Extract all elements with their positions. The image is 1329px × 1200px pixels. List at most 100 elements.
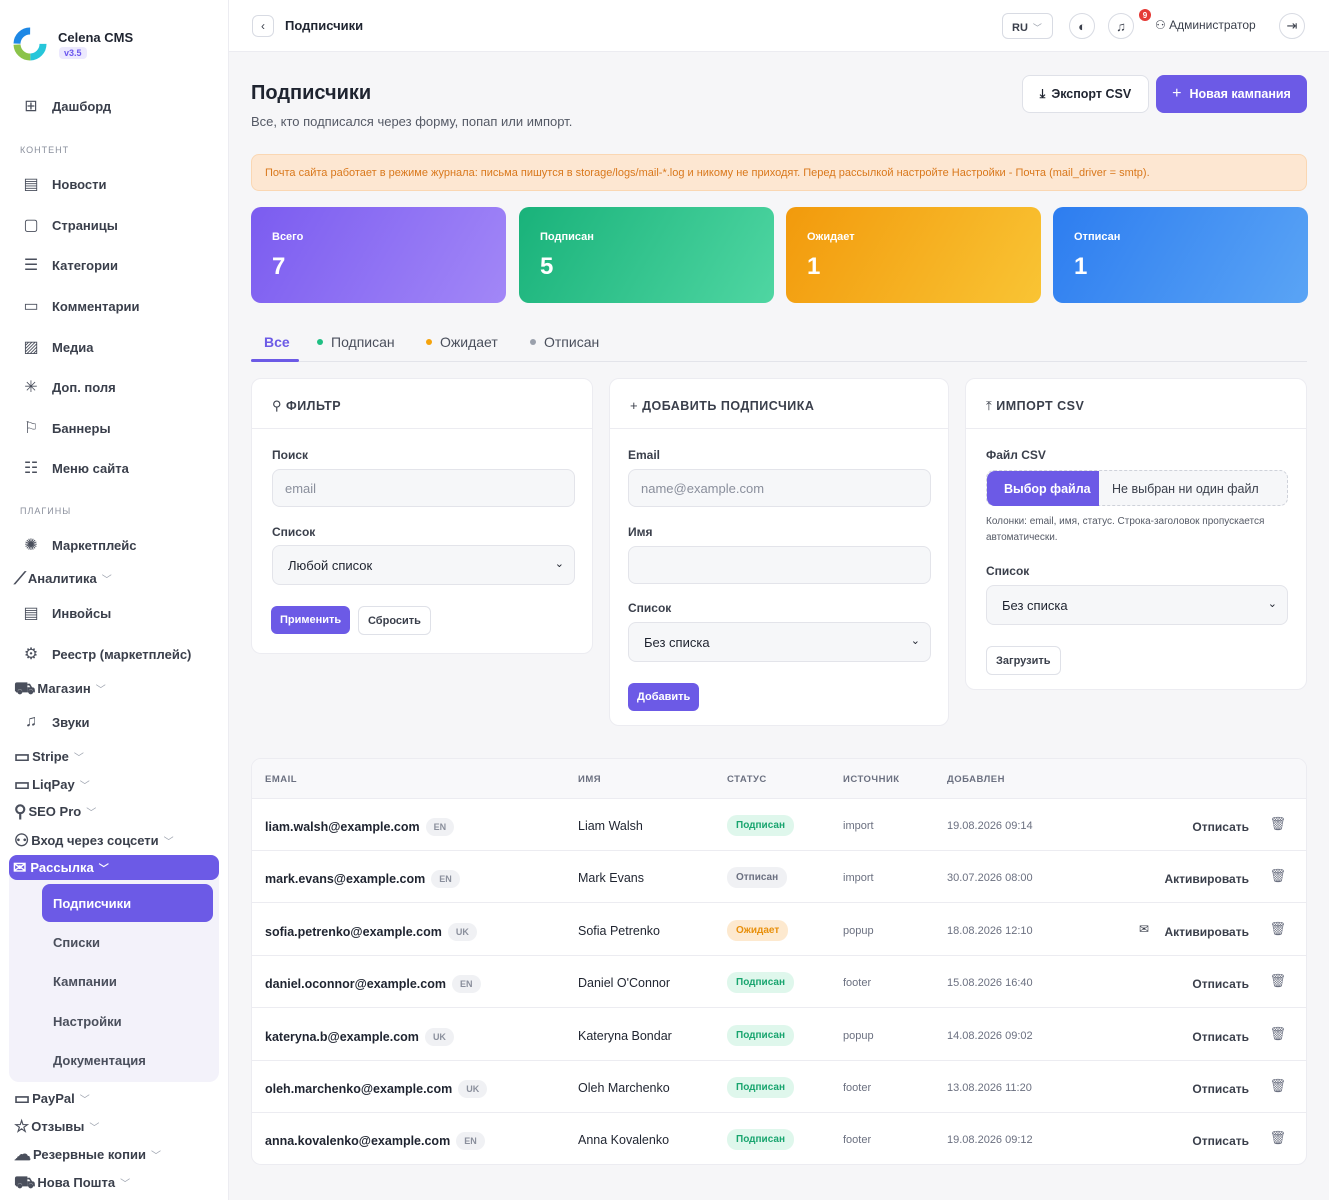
invoice-icon: ▤ [23, 605, 39, 622]
breadcrumb: Подписчики [285, 18, 364, 33]
apply-button[interactable]: Применить [271, 606, 351, 634]
row-action-button[interactable]: Активировать [1164, 924, 1250, 939]
row-action-button[interactable]: Отписать [1192, 1029, 1249, 1044]
import-hint: Колонки: email, имя, статус. Строка-заго… [986, 516, 1265, 543]
logout-button[interactable]: ⇥ [1279, 13, 1305, 39]
sidebar-item-sounds[interactable]: ♫ Звуки [0, 713, 229, 731]
resend-mail-icon[interactable]: ✉ [1138, 921, 1149, 936]
trash-icon[interactable]: 🗑 [1269, 1130, 1286, 1146]
sidebar-item-invoices[interactable]: ▤ Инвойсы [0, 604, 229, 622]
sidebar-item-marketplace[interactable]: ✺ Маркетплейс [0, 536, 229, 554]
row-action-button[interactable]: Отписать [1192, 977, 1249, 992]
active-tab-indicator [251, 359, 299, 362]
sidebar-item-label: Дашборд [52, 98, 112, 114]
trash-icon[interactable]: 🗑 [1269, 973, 1286, 989]
sidebar-item-registry[interactable]: ⚙ Реестр (маркетплейс) [0, 645, 229, 663]
trash-icon[interactable]: 🗑 [1269, 1078, 1286, 1093]
email-label: Email [628, 448, 661, 462]
list-label: Список [986, 564, 1030, 578]
flag-icon: ⚐ [23, 420, 39, 437]
submenu-item-campaigns[interactable]: Кампании [53, 974, 117, 989]
row-action-button[interactable]: Отписать [1192, 1082, 1249, 1096]
upload-button[interactable]: Загрузить [986, 646, 1061, 675]
row-action-button[interactable]: Отписать [1192, 820, 1249, 834]
list-label: Список [628, 601, 672, 615]
source-cell: footer [843, 1082, 872, 1094]
sidebar-item-banners[interactable]: ⚐ Баннеры [0, 419, 229, 437]
sidebar-item-shop[interactable]: ⛟ Магазин ﹀ [14, 680, 106, 697]
sidebar-item-label: Реестр (маркетплейс) [52, 646, 192, 662]
sidebar-item-paypal[interactable]: ▭ PayPal ﹀ [14, 1090, 90, 1107]
list-select[interactable]: Без списка ⌄ [986, 585, 1288, 625]
notifications-button[interactable]: ♫ [1108, 13, 1134, 39]
submenu-item-docs[interactable]: Документация [53, 1053, 146, 1068]
tab-pending[interactable]: Ожидает [426, 334, 498, 350]
stat-card-subscribed: Подписан 5 [519, 207, 774, 303]
sidebar-item-mailing[interactable]: ✉ Рассылка ﹀ [9, 855, 219, 880]
choose-file-button[interactable]: Выбор файла [987, 471, 1099, 506]
sidebar-item-news[interactable]: ▤ Новости [0, 175, 229, 193]
sidebar-item-pages[interactable]: ▢ Страницы [0, 216, 229, 234]
sidebar-item-analytics[interactable]: ⟋ Аналитика ﹀ [14, 570, 112, 587]
language-select[interactable]: RU ﹀ [1002, 13, 1053, 39]
email-cell: kateryna.b@example.com UK [265, 1027, 454, 1046]
reset-button[interactable]: Сбросить [358, 606, 431, 635]
trash-icon[interactable]: 🗑 [1269, 816, 1286, 831]
table-header: EMAIL ИМЯ СТАТУС ИСТОЧНИК ДОБАВЛЕН [252, 759, 1306, 799]
sidebar-item-label: Новости [52, 176, 107, 192]
language-badge: UK [458, 1080, 488, 1098]
tab-subscribed[interactable]: Подписан [317, 334, 395, 350]
theme-toggle-button[interactable]: ◐ [1069, 13, 1095, 39]
sidebar-item-label: Аналитика [27, 571, 97, 586]
user-menu[interactable]: ⚇ Администратор [1155, 18, 1256, 32]
trash-icon[interactable]: 🗑 [1269, 868, 1286, 884]
row-action-button[interactable]: Активировать [1164, 872, 1250, 887]
sidebar-item-menu[interactable]: ☷ Меню сайта [0, 459, 229, 477]
sidebar-item-label: PayPal [32, 1091, 75, 1106]
submenu-item-subscribers[interactable]: Подписчики [42, 884, 213, 922]
sidebar-item-categories[interactable]: ☰ Категории [0, 256, 229, 274]
filter-card: ⚲ ФИЛЬТР Поиск email Список Любой список ⌄… [251, 378, 593, 654]
star-icon: ☆ [14, 1117, 30, 1136]
trash-icon[interactable]: 🗑 [1269, 920, 1286, 936]
sidebar-item-fields[interactable]: ✳ Доп. поля [0, 378, 229, 396]
subscriber-name: Oleh Marchenko [578, 1081, 670, 1095]
new-campaign-button[interactable]: + Новая кампания [1156, 75, 1307, 113]
list-select[interactable]: Без списка ⌄ [628, 622, 931, 662]
table-row: daniel.oconnor@example.com EN Daniel O'Con… [252, 956, 1306, 1009]
add-card-header: + ДОБАВИТЬ ПОДПИСЧИКА [610, 379, 948, 429]
file-input[interactable]: Выбор файла Не выбран ни один файл [986, 470, 1288, 506]
list-select[interactable]: Любой список ⌄ [272, 545, 575, 585]
mail-icon: ✉ [13, 859, 27, 877]
stat-card-pending: Ожидает 1 [786, 207, 1041, 303]
sidebar-item-reviews[interactable]: ☆ Отзывы ﹀ [14, 1118, 99, 1135]
sidebar-item-dashboard[interactable]: ⊞ Дашборд [0, 97, 229, 115]
sidebar-item-comments[interactable]: ▭ Комментарии [0, 297, 229, 315]
column-header: ДОБАВЛЕН [947, 774, 1005, 785]
search-input[interactable]: email [272, 469, 575, 507]
trash-icon[interactable]: 🗑 [1269, 1025, 1286, 1041]
upload-icon: ⤒ [986, 398, 993, 413]
sidebar-item-backups[interactable]: ☁ Резервные копии ﹀ [14, 1146, 161, 1163]
add-subscriber-card: + ДОБАВИТЬ ПОДПИСЧИКА Email name@example.… [609, 378, 949, 726]
subscriber-email: mark.evans@example.com [265, 872, 426, 887]
sidebar-item-social[interactable]: ⚇ Вход через соцсети ﹀ [14, 832, 174, 849]
sidebar-item-liqpay[interactable]: ▭ LiqPay ﹀ [14, 776, 90, 793]
email-field[interactable]: name@example.com [628, 469, 931, 507]
submenu-item-lists[interactable]: Списки [53, 935, 100, 950]
name-field[interactable] [628, 546, 931, 584]
export-csv-button[interactable]: ⤓ Экспорт CSV [1022, 75, 1149, 113]
sidebar-item-media[interactable]: ▨ Медиа [0, 338, 229, 356]
card-icon: ▭ [14, 775, 31, 794]
submenu-item-settings[interactable]: Настройки [53, 1014, 122, 1029]
back-button[interactable]: ‹ [252, 15, 274, 37]
subscriber-name: Liam Walsh [578, 819, 643, 833]
sidebar-item-stripe[interactable]: ▭ Stripe ﹀ [14, 748, 84, 765]
add-button[interactable]: Добавить [628, 683, 700, 711]
stat-value: 7 [272, 253, 286, 280]
sidebar-item-seo[interactable]: ⚲ SEO Pro ﹀ [14, 803, 96, 820]
row-action-button[interactable]: Отписать [1192, 1134, 1249, 1149]
sidebar-item-novaposhta[interactable]: ⛟ Нова Пошта ﹀ [14, 1174, 130, 1191]
tab-unsubscribed[interactable]: Отписан [530, 334, 599, 350]
tab-all[interactable]: Все [264, 334, 290, 350]
